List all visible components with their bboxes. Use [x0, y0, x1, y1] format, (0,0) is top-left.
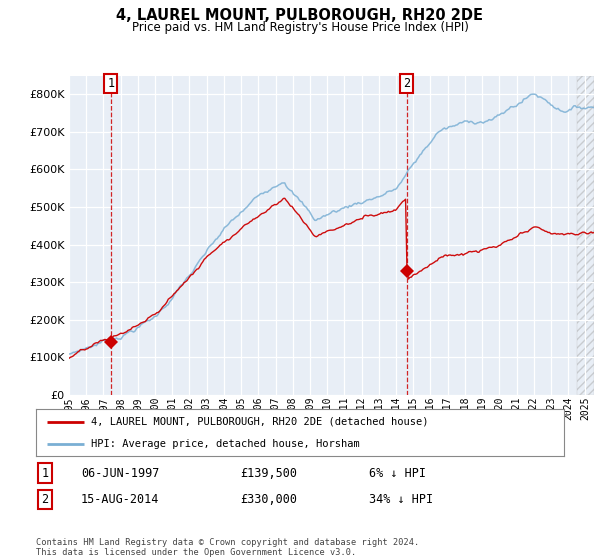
Text: 15-AUG-2014: 15-AUG-2014: [81, 493, 160, 506]
Text: 6% ↓ HPI: 6% ↓ HPI: [369, 466, 426, 480]
Text: 06-JUN-1997: 06-JUN-1997: [81, 466, 160, 480]
Text: 34% ↓ HPI: 34% ↓ HPI: [369, 493, 433, 506]
Text: HPI: Average price, detached house, Horsham: HPI: Average price, detached house, Hors…: [91, 438, 360, 449]
Text: 1: 1: [41, 466, 49, 480]
Text: 1: 1: [107, 77, 115, 90]
Text: £330,000: £330,000: [240, 493, 297, 506]
Text: Price paid vs. HM Land Registry's House Price Index (HPI): Price paid vs. HM Land Registry's House …: [131, 21, 469, 34]
Text: 2: 2: [41, 493, 49, 506]
Text: Contains HM Land Registry data © Crown copyright and database right 2024.
This d: Contains HM Land Registry data © Crown c…: [36, 538, 419, 557]
Text: 4, LAUREL MOUNT, PULBOROUGH, RH20 2DE (detached house): 4, LAUREL MOUNT, PULBOROUGH, RH20 2DE (d…: [91, 417, 429, 427]
Text: 2: 2: [403, 77, 410, 90]
Text: £139,500: £139,500: [240, 466, 297, 480]
Text: 4, LAUREL MOUNT, PULBOROUGH, RH20 2DE: 4, LAUREL MOUNT, PULBOROUGH, RH20 2DE: [116, 8, 484, 24]
